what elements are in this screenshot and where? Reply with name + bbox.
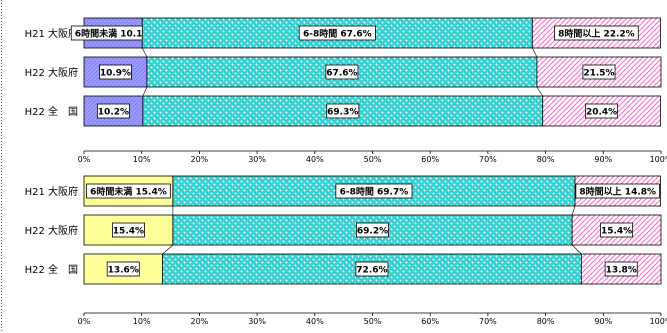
chart-2: H21 大阪府 6時間未満 15.4% 6-8時間 69.7% 8時間以上 14.8%… xyxy=(25,175,667,326)
x-tick-label: 50% xyxy=(364,155,382,164)
x-tick-label: 80% xyxy=(537,317,555,326)
category-label: H21 大阪府 xyxy=(25,185,78,198)
data-label: 10.2% xyxy=(98,108,129,118)
x-tick-label: 60% xyxy=(421,317,439,326)
data-label-box xyxy=(111,222,145,238)
data-label-box xyxy=(356,222,389,238)
x-tick-label: 30% xyxy=(248,155,266,164)
data-label-box xyxy=(86,183,171,199)
data-label-box xyxy=(326,103,360,119)
x-tick-label: 80% xyxy=(537,155,555,164)
x-tick-label: 100% xyxy=(650,155,667,164)
data-label: 6-8時間 67.6% xyxy=(303,28,372,40)
x-tick-label: 30% xyxy=(248,317,266,326)
data-label-box xyxy=(355,261,389,277)
category-label: H22 全 国 xyxy=(25,105,78,118)
series-line xyxy=(536,86,543,97)
category-label: H22 大阪府 xyxy=(25,66,78,79)
x-tick-label: 10% xyxy=(133,155,151,164)
x-tick-label: 0% xyxy=(78,155,91,164)
category-label: H21 大阪府 xyxy=(25,27,78,40)
data-label-box xyxy=(585,103,619,119)
x-tick-label: 40% xyxy=(306,155,324,164)
data-label: 15.4% xyxy=(113,227,144,237)
x-tick-label: 60% xyxy=(421,155,439,164)
x-tick-label: 40% xyxy=(306,317,324,326)
data-label: 8時間以上 22.2% xyxy=(558,28,635,40)
data-label: 21.5% xyxy=(583,69,614,79)
data-label: 20.4% xyxy=(586,108,617,118)
data-label: 10.9% xyxy=(100,69,131,79)
data-label: 67.6% xyxy=(326,69,357,79)
data-label: 6時間未満 15.4% xyxy=(90,186,167,198)
data-label: 69.2% xyxy=(357,227,388,237)
data-label: 72.6% xyxy=(356,266,387,276)
data-label: 69.3% xyxy=(327,108,358,118)
x-tick-label: 20% xyxy=(191,155,209,164)
data-label-box xyxy=(335,183,413,199)
data-label: 6-8時間 69.7% xyxy=(340,186,409,198)
data-label: 6時間未満 10.1% xyxy=(75,28,152,40)
x-tick-label: 0% xyxy=(78,317,91,326)
data-label-box xyxy=(106,261,140,277)
category-label: H22 全 国 xyxy=(25,263,78,276)
data-label: 8時間以上 14.8% xyxy=(579,186,656,198)
data-label: 15.4% xyxy=(601,227,632,237)
series-line xyxy=(142,86,148,97)
x-tick-label: 90% xyxy=(594,317,612,326)
series-line xyxy=(571,205,576,216)
series-line xyxy=(162,244,174,255)
data-label-box xyxy=(604,261,638,277)
data-label-box xyxy=(600,222,634,238)
data-label-box xyxy=(554,25,639,41)
series-line xyxy=(142,47,148,58)
x-tick-label: 50% xyxy=(364,317,382,326)
x-tick-label: 100% xyxy=(650,317,667,326)
data-label-box xyxy=(325,64,359,80)
x-tick-label: 90% xyxy=(594,155,612,164)
x-tick-label: 70% xyxy=(479,155,497,164)
data-label: 13.8% xyxy=(606,266,637,276)
category-label: H22 大阪府 xyxy=(25,224,78,237)
x-tick-label: 70% xyxy=(479,317,497,326)
data-label-box xyxy=(575,183,661,199)
x-tick-label: 20% xyxy=(191,317,209,326)
data-label-box xyxy=(98,64,132,80)
x-tick-label: 10% xyxy=(133,317,151,326)
data-label-box xyxy=(298,25,376,41)
data-label: 13.6% xyxy=(108,266,139,276)
data-label-box xyxy=(96,103,130,119)
series-line xyxy=(532,47,538,58)
data-label-box xyxy=(582,64,616,80)
bar-segment xyxy=(580,253,662,285)
series-line xyxy=(571,244,582,255)
